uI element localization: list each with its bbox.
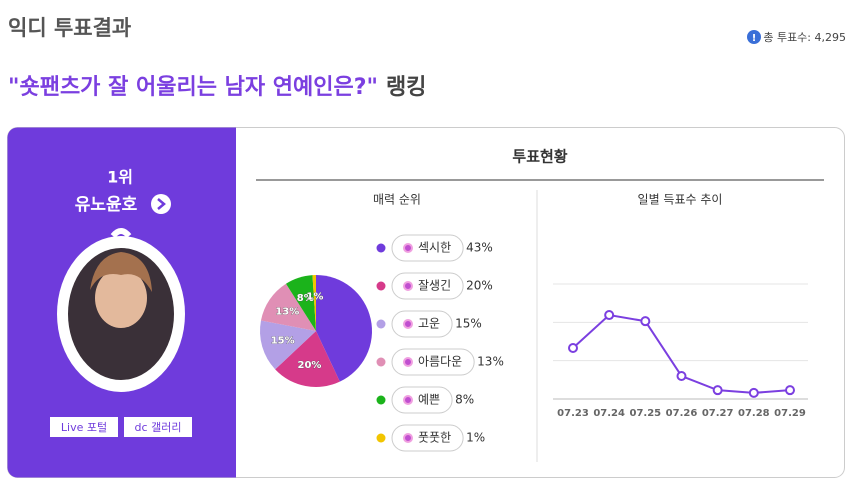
chart-title: 매력 순위 — [373, 193, 421, 207]
legend-label: 섹시한 — [418, 241, 451, 255]
legend-value: 8% — [455, 393, 474, 407]
slice-label: 1% — [306, 291, 323, 302]
total-votes: 총 투표수: 4,295 — [763, 31, 846, 44]
mirror-crest — [110, 228, 132, 239]
legend-pill — [391, 386, 453, 414]
trend-point — [568, 343, 578, 354]
winner-photo-hair — [90, 252, 152, 292]
legend-flower — [403, 433, 413, 443]
winner-link[interactable] — [151, 194, 171, 214]
pie-slice — [312, 275, 316, 331]
x-tick-label: 07.28 — [738, 408, 770, 419]
pie-slice — [275, 331, 340, 387]
trend-point — [676, 371, 687, 381]
x-tick-label: 07.27 — [702, 408, 734, 419]
poll-question: "숏팬츠가 잘 어울리는 남자 연예인은?" — [8, 75, 378, 100]
x-tick-label: 07.24 — [593, 408, 625, 419]
legend-item[interactable]: 잘생긴 — [391, 272, 464, 300]
legend-item[interactable]: 고운 — [391, 310, 453, 338]
legend-pill — [391, 272, 464, 300]
pie-slice — [260, 320, 316, 370]
legend-flower — [403, 395, 413, 405]
legend-item[interactable]: 섹시한 — [391, 234, 464, 262]
legend-dot — [376, 357, 386, 367]
dc-gallery-button[interactable]: dc 갤러리 — [124, 417, 192, 437]
x-tick-label: 07.29 — [774, 408, 806, 419]
trend-point — [604, 310, 615, 321]
trend-point — [640, 316, 651, 327]
x-tick-label: 07.25 — [630, 408, 662, 419]
legend-dot — [376, 433, 386, 443]
trend-point — [712, 385, 723, 396]
button-label: Live 포털 — [61, 421, 107, 434]
legend-pill — [391, 234, 464, 262]
x-tick-label: 07.23 — [557, 408, 589, 419]
legend-value: 43% — [466, 241, 493, 255]
legend-dot — [376, 243, 386, 253]
info-icon-mark: ! — [752, 33, 757, 44]
panel-title: 투표현황 — [512, 148, 567, 166]
legend-dot — [376, 281, 386, 291]
legend-item[interactable]: 풋풋한 — [391, 424, 464, 452]
legend-pill — [391, 348, 475, 376]
info-icon — [747, 30, 761, 44]
slice-label: 20% — [298, 360, 322, 371]
legend-label: 아름다운 — [418, 355, 462, 369]
legend-value: 15% — [455, 317, 482, 331]
legend-label: 예쁜 — [418, 393, 440, 407]
slice-label: 15% — [271, 336, 295, 347]
legend-value: 20% — [466, 279, 493, 293]
page-title: 익디 투표결과 — [8, 16, 131, 40]
legend-flower — [403, 243, 413, 253]
trend-point — [748, 387, 759, 398]
winner-photo-face — [95, 268, 147, 328]
legend-value: 13% — [477, 355, 504, 369]
pie-slice — [316, 275, 373, 382]
winner-rank: 1위 — [107, 168, 133, 187]
legend-pill — [391, 424, 464, 452]
legend-label: 풋풋한 — [418, 431, 451, 445]
legend-flower — [403, 281, 413, 291]
pie-slice — [285, 275, 316, 331]
button-label: dc 갤러리 — [135, 421, 182, 434]
legend-dot — [376, 395, 386, 405]
trend-point — [785, 385, 795, 396]
legend-value: 1% — [466, 431, 485, 445]
slice-label: 13% — [275, 306, 299, 317]
slice-label: 8% — [297, 293, 314, 304]
chart-title: 일별 득표수 추이 — [638, 193, 723, 207]
legend-label: 고운 — [418, 317, 440, 331]
legend-item[interactable]: 예쁜 — [391, 386, 453, 414]
legend-dot — [376, 319, 386, 329]
legend-flower — [403, 319, 413, 329]
legend-flower — [403, 357, 413, 367]
x-tick-label: 07.26 — [666, 408, 698, 419]
legend-label: 잘생긴 — [418, 279, 451, 293]
poll-suffix: 랭킹 — [386, 75, 426, 100]
legend-item[interactable]: 아름다운 — [391, 348, 475, 376]
live-portal-button[interactable]: Live 포털 — [50, 417, 118, 437]
winner-name: 유노윤호 — [75, 195, 138, 215]
legend-pill — [391, 310, 453, 338]
pie-slice — [260, 283, 316, 331]
